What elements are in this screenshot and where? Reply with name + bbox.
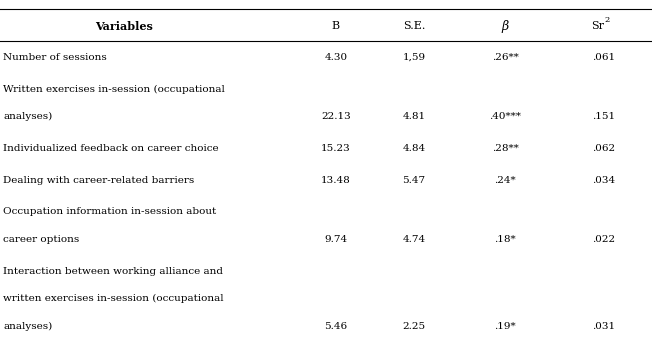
Text: Written exercises in-session (occupational: Written exercises in-session (occupation… [3,85,225,94]
Text: .24*: .24* [494,176,516,185]
Text: .031: .031 [591,322,615,331]
Text: 4.74: 4.74 [402,235,426,244]
Text: .022: .022 [591,235,615,244]
Text: .034: .034 [591,176,615,185]
Text: Number of sessions: Number of sessions [3,53,107,62]
Text: Dealing with career-related barriers: Dealing with career-related barriers [3,176,194,185]
Text: .26**: .26** [492,53,519,62]
Text: Individualized feedback on career choice: Individualized feedback on career choice [3,144,219,153]
Text: 4.84: 4.84 [402,144,426,153]
Text: 1,59: 1,59 [402,53,426,62]
Text: B: B [332,21,340,31]
Text: .151: .151 [591,112,615,121]
Text: β: β [501,20,509,33]
Text: analyses): analyses) [3,322,53,331]
Text: .19*: .19* [494,322,516,331]
Text: .28**: .28** [492,144,519,153]
Text: 2: 2 [604,16,610,24]
Text: analyses): analyses) [3,112,53,121]
Text: 2.25: 2.25 [402,322,426,331]
Text: Sr: Sr [591,21,604,31]
Text: career options: career options [3,235,80,244]
Text: .062: .062 [591,144,615,153]
Text: 13.48: 13.48 [321,176,351,185]
Text: Occupation information in-session about: Occupation information in-session about [3,207,216,217]
Text: 22.13: 22.13 [321,112,351,121]
Text: 5.47: 5.47 [402,176,426,185]
Text: S.E.: S.E. [403,21,425,31]
Text: Variables: Variables [95,21,153,32]
Text: 15.23: 15.23 [321,144,351,153]
Text: 4.30: 4.30 [324,53,348,62]
Text: written exercises in-session (occupational: written exercises in-session (occupation… [3,294,224,303]
Text: 5.46: 5.46 [324,322,348,331]
Text: Interaction between working alliance and: Interaction between working alliance and [3,267,223,276]
Text: .18*: .18* [494,235,516,244]
Text: 4.81: 4.81 [402,112,426,121]
Text: .061: .061 [591,53,615,62]
Text: .40***: .40*** [490,112,521,121]
Text: 9.74: 9.74 [324,235,348,244]
